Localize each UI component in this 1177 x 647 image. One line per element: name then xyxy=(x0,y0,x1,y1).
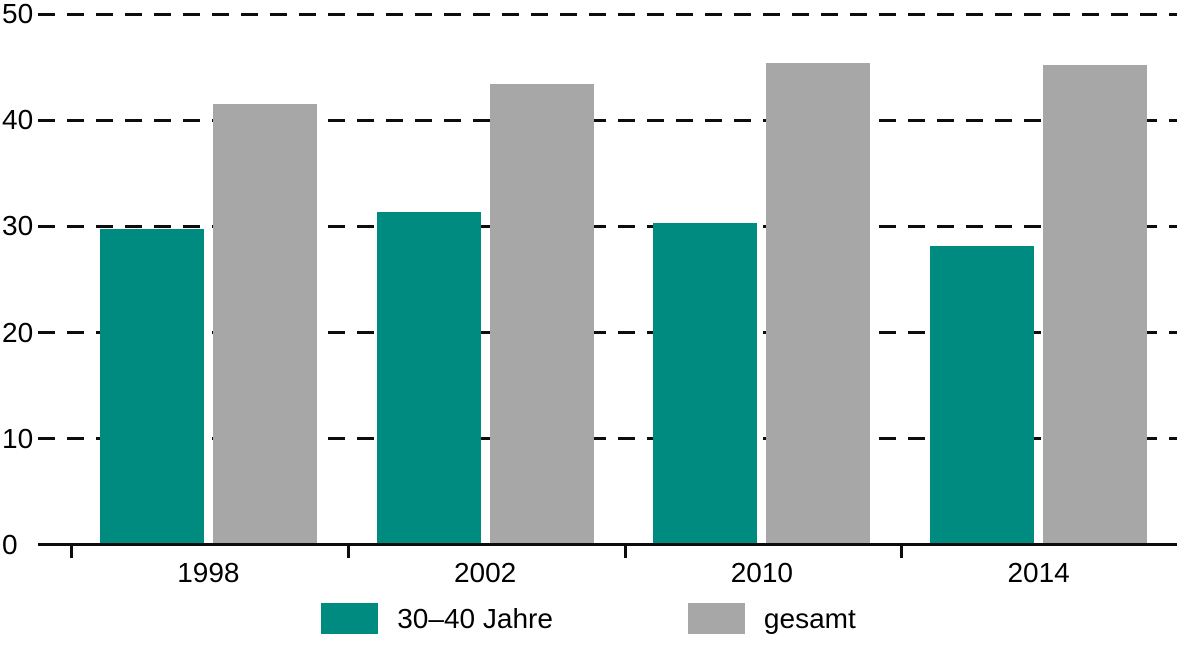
y-tick-label-0: 0 xyxy=(2,529,18,560)
y-tick-label-10: 10 xyxy=(2,422,34,454)
plot-area xyxy=(38,12,1177,558)
bar-30-40-jahre-1998 xyxy=(99,228,204,545)
bar-gesamt-2002 xyxy=(489,84,594,545)
legend-item-gesamt: gesamt xyxy=(687,602,856,634)
bar-groups xyxy=(70,14,1177,545)
y-axis-labels: 0 10 20 30 40 50 xyxy=(0,0,38,647)
legend-swatch-30-40-jahre xyxy=(321,603,379,634)
x-axis-ticks xyxy=(38,545,1177,559)
y-tick-label-50: 50 xyxy=(2,0,34,29)
y-tick-label-20: 20 xyxy=(2,316,34,348)
x-axis-tick-2010 xyxy=(623,545,627,558)
bar-group-2010 xyxy=(624,14,901,545)
bar-30-40-jahre-2010 xyxy=(653,223,758,545)
x-tick-label-2014: 2014 xyxy=(1007,557,1070,588)
bar-gesamt-1998 xyxy=(212,104,317,545)
bar-group-1998 xyxy=(70,14,347,545)
x-tick-label-1998: 1998 xyxy=(177,557,240,588)
bar-gesamt-2014 xyxy=(1043,64,1148,545)
x-axis-labels: 1998 2002 2010 2014 xyxy=(70,557,1177,589)
gridline-10 xyxy=(38,437,1177,441)
legend-label-gesamt: gesamt xyxy=(763,602,856,634)
legend: 30–40 Jahre gesamt xyxy=(0,603,1177,634)
x-tick-label-2010: 2010 xyxy=(730,557,794,588)
gridline-20 xyxy=(38,331,1177,335)
x-tick-label-2002: 2002 xyxy=(453,557,517,588)
gridline-40 xyxy=(38,118,1177,122)
bar-30-40-jahre-2002 xyxy=(376,211,481,545)
x-axis-line xyxy=(38,543,1177,546)
legend-label-30-40-jahre: 30–40 Jahre xyxy=(397,602,553,634)
gridline-30 xyxy=(38,224,1177,228)
y-tick-label-30: 30 xyxy=(2,210,34,242)
legend-item-30-40-jahre: 30–40 Jahre xyxy=(321,603,553,634)
bar-30-40-jahre-2014 xyxy=(930,245,1035,545)
bar-gesamt-2010 xyxy=(766,62,871,545)
legend-swatch-gesamt xyxy=(687,603,745,634)
x-axis-tick-2014 xyxy=(900,545,904,558)
gridline-50 xyxy=(38,12,1177,16)
y-tick-label-40: 40 xyxy=(2,104,34,136)
x-axis-tick-1998 xyxy=(70,545,73,558)
bar-group-2002 xyxy=(347,14,624,545)
bar-group-2014 xyxy=(900,14,1177,545)
x-axis-tick-2002 xyxy=(346,545,350,558)
